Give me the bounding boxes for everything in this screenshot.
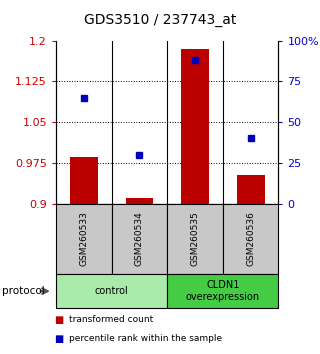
Bar (70, 158, 98, 204)
Text: ■: ■ (55, 333, 64, 344)
Text: GSM260533: GSM260533 (79, 211, 88, 267)
Bar (237, 175, 265, 204)
Text: GSM260534: GSM260534 (135, 212, 144, 266)
Text: ■: ■ (55, 315, 64, 325)
Text: control: control (95, 286, 128, 296)
Text: protocol: protocol (2, 286, 44, 296)
Text: GDS3510 / 237743_at: GDS3510 / 237743_at (84, 12, 236, 27)
Bar (125, 198, 153, 204)
Text: CLDN1
overexpression: CLDN1 overexpression (186, 280, 260, 302)
Text: GSM260536: GSM260536 (246, 211, 255, 267)
Text: transformed count: transformed count (69, 315, 153, 324)
Bar (181, 49, 209, 204)
Text: percentile rank within the sample: percentile rank within the sample (69, 334, 222, 343)
Text: GSM260535: GSM260535 (190, 211, 199, 267)
